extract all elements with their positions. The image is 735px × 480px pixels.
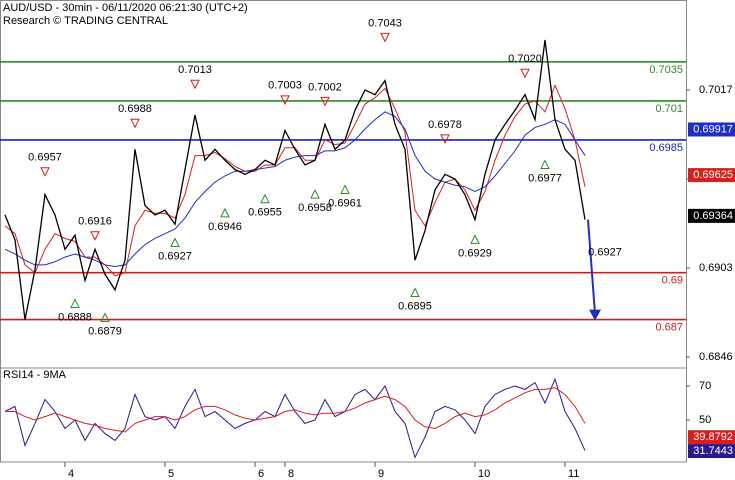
high-label: 0.7003 xyxy=(268,80,302,92)
level-label: 0.7035 xyxy=(649,64,683,76)
low-marker xyxy=(540,159,550,169)
current-value-box xyxy=(688,208,735,223)
y-tick-label: 50 xyxy=(699,414,711,426)
current-value: 39.8792 xyxy=(693,431,733,443)
high-label: 0.6978 xyxy=(428,119,462,131)
rsi-panel xyxy=(0,367,687,463)
y-tick-label: 0.7017 xyxy=(699,84,733,96)
projection-arrow-head xyxy=(589,309,601,321)
level-label: 0.69 xyxy=(662,275,683,287)
x-tick-label: 11 xyxy=(568,468,579,480)
x-tick-label: 4 xyxy=(68,468,74,480)
current-value-box xyxy=(688,430,735,445)
high-marker xyxy=(440,134,450,145)
level-label: 0.6985 xyxy=(649,142,683,154)
projection-arrow xyxy=(587,219,596,314)
high-marker xyxy=(40,167,50,177)
high-label: 0.7043 xyxy=(368,17,402,29)
high-marker xyxy=(190,79,200,90)
current-value-box xyxy=(688,444,735,459)
high-label: 0.7002 xyxy=(308,81,342,93)
rsi-title: RSI14 - 9MA xyxy=(3,369,67,381)
x-tick-label: 10 xyxy=(478,468,490,480)
low-label: 0.6946 xyxy=(208,221,242,233)
low-marker xyxy=(410,287,420,298)
low-marker xyxy=(170,237,180,248)
low-label: 0.6927 xyxy=(158,250,192,262)
high-marker xyxy=(320,96,330,107)
level-label: 0.701 xyxy=(655,103,683,115)
high-marker xyxy=(520,68,530,79)
high-label: 0.6916 xyxy=(78,216,112,228)
low-label: 0.6961 xyxy=(328,197,362,209)
current-value-box xyxy=(688,168,735,183)
high-label: 0.6988 xyxy=(118,103,152,115)
low-marker xyxy=(260,193,270,204)
current-value: 31.7443 xyxy=(693,445,733,457)
high-marker xyxy=(380,32,390,43)
low-marker xyxy=(340,184,350,194)
current-value: 0.69917 xyxy=(693,123,733,135)
low-marker xyxy=(220,207,230,218)
level-label: 0.687 xyxy=(655,321,683,333)
low-label: 0.6895 xyxy=(398,300,432,312)
low-label: 0.6958 xyxy=(298,202,332,214)
high-marker xyxy=(90,231,100,241)
low-marker xyxy=(310,189,320,199)
current-value-box xyxy=(688,122,735,137)
x-tick-label: 6 xyxy=(258,468,264,480)
low-marker xyxy=(470,234,480,244)
high-marker xyxy=(280,95,290,105)
high-label: 0.6957 xyxy=(28,152,62,164)
rsi-line xyxy=(5,387,586,433)
y-tick-label: 0.6903 xyxy=(699,262,733,274)
current-value: 0.69364 xyxy=(693,210,733,222)
current-value: 0.69625 xyxy=(693,169,733,181)
x-tick-label: 5 xyxy=(168,468,174,480)
y-tick-label: 70 xyxy=(699,380,711,392)
low-label: 0.6879 xyxy=(88,325,122,337)
low-label: 0.6888 xyxy=(58,311,92,323)
high-label: 0.7020 xyxy=(508,53,542,65)
low-label: 0.6929 xyxy=(458,247,492,259)
y-tick-label: 0.6846 xyxy=(699,351,733,363)
price-line xyxy=(4,39,586,320)
moving-average xyxy=(4,83,586,277)
low-marker xyxy=(70,298,80,308)
low-label: 0.6977 xyxy=(528,172,562,184)
x-tick-label: 8 xyxy=(288,468,294,480)
high-label: 0.7013 xyxy=(178,64,212,76)
target-label: 0.6927 xyxy=(588,246,622,258)
chart-title: AUD/USD - 30min - 06/11/2020 06:21:30 (U… xyxy=(3,2,248,14)
moving-average xyxy=(4,111,586,267)
chart-subtitle: Research © TRADING CENTRAL xyxy=(3,15,168,27)
low-marker xyxy=(100,312,110,323)
rsi-line xyxy=(4,377,586,459)
x-tick-label: 9 xyxy=(378,468,384,480)
low-label: 0.6955 xyxy=(248,207,282,219)
high-marker xyxy=(130,118,140,129)
